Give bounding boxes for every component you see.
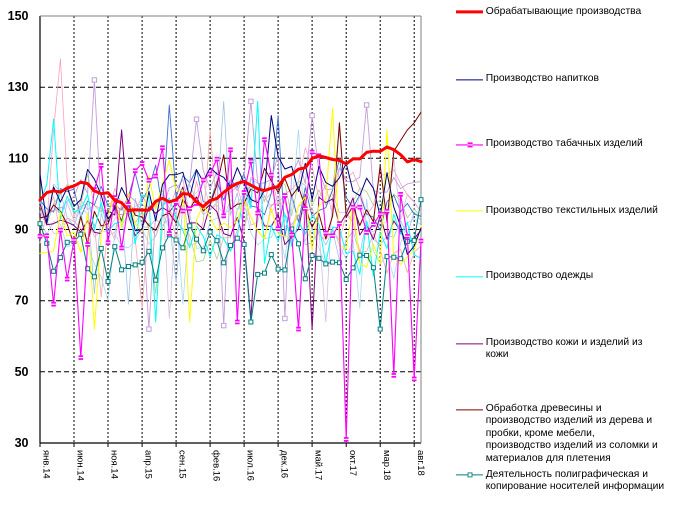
svg-text:май.17: май.17 xyxy=(313,450,324,480)
svg-text:апр.15: апр.15 xyxy=(143,450,154,479)
svg-text:70: 70 xyxy=(15,294,29,308)
svg-text:30: 30 xyxy=(15,436,29,450)
svg-text:ноя.14: ноя.14 xyxy=(109,450,120,479)
svg-text:90: 90 xyxy=(15,223,29,237)
svg-text:сен.15: сен.15 xyxy=(177,450,188,479)
svg-text:дек.16: дек.16 xyxy=(279,450,290,478)
svg-text:50: 50 xyxy=(15,365,29,379)
svg-text:окт.17: окт.17 xyxy=(347,450,358,476)
svg-text:110: 110 xyxy=(8,151,28,165)
svg-text:янв.14: янв.14 xyxy=(41,450,52,479)
svg-text:мар.18: мар.18 xyxy=(381,450,392,480)
svg-text:июл.16: июл.16 xyxy=(245,450,256,481)
svg-text:июн.14: июн.14 xyxy=(75,450,86,481)
svg-text:фев.16: фев.16 xyxy=(211,450,222,481)
svg-text:130: 130 xyxy=(8,80,29,94)
svg-text:150: 150 xyxy=(8,9,29,23)
